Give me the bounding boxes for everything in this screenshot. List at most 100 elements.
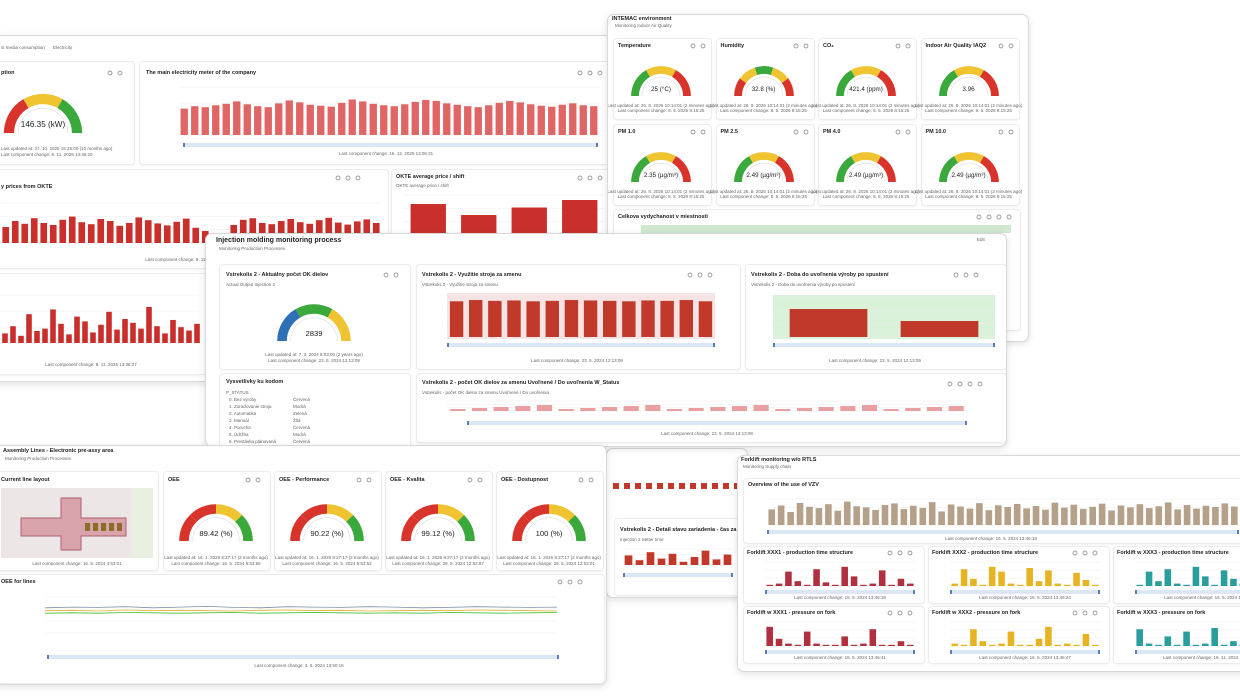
bar [998,571,1005,586]
gauge-band [938,70,958,97]
bar [443,103,451,135]
chart [950,561,1100,587]
bar [976,503,983,525]
slider-handle [623,573,625,577]
bar [1023,508,1030,525]
card-icons [335,175,361,181]
bar [186,330,192,343]
card-icons [887,550,913,556]
card-title: Temperature [618,43,651,49]
bar [1220,570,1228,586]
card-icons [887,610,913,616]
gauge-inner [744,76,783,97]
label: Modrá [293,404,306,409]
bar [881,504,889,525]
icon [998,43,1003,49]
bar [1026,644,1033,646]
gauge [631,152,691,183]
bar [106,311,112,343]
bar [1098,503,1106,525]
bar [794,581,802,586]
label: Modrá [293,432,306,437]
icon [707,272,713,278]
bar [657,558,666,565]
bar [182,218,190,243]
bar [1202,643,1209,646]
bar [891,503,898,525]
label: Last component change: 8. 5. 2026 8:15:2… [925,108,1012,113]
slider-handle [913,590,915,594]
label: Forklift monitoring w/o RTLS [741,457,817,463]
label: Last component change: 23. 5. 2024 12:13… [531,358,623,363]
bar [603,300,617,337]
gauge [938,152,999,183]
bar [1054,644,1062,646]
icon [947,381,953,387]
card-icons [690,43,706,49]
bar [775,409,791,411]
gauge-inner [17,107,69,134]
bar [296,222,304,243]
bar [624,555,633,565]
gauge-band [851,152,881,163]
strip [613,483,619,489]
bar [1173,583,1181,586]
gauge-band [189,504,217,522]
bar [526,301,540,337]
bar [850,644,858,646]
strip [635,483,641,489]
bar [58,323,64,343]
bar [1092,584,1099,586]
card-title: CO₂ [823,43,834,49]
icon [578,477,584,483]
bar [688,408,704,411]
bar [327,106,335,135]
slider-track [467,421,967,425]
bar [679,561,688,565]
card-icons [1072,610,1098,616]
gauge-band [646,152,676,163]
icon [117,70,123,76]
bar [1045,626,1052,646]
bar [390,106,398,135]
card-title: PM 1.0 [618,129,636,135]
bar [1070,504,1078,525]
gauge-band [979,156,999,183]
gauge-band [23,93,63,109]
bar [690,557,699,565]
strip [690,483,696,489]
bar [862,507,870,525]
bar [2,333,8,343]
bar [471,408,488,411]
gauge-band [548,504,576,522]
gauge-band [346,514,364,542]
station [93,523,98,531]
slider-handle [713,343,715,347]
gauge-value: 3.96 [962,85,975,93]
bar [1155,581,1162,586]
bar [843,501,851,525]
bar [564,300,579,337]
bar [1079,508,1087,525]
gauge-inner [192,517,240,542]
label: Last component change: 16. 5. 2024 13:46… [794,655,886,660]
chart [773,295,995,339]
bar [803,584,811,586]
bar [1212,507,1219,525]
label: Last component change: 16. 5. 2024 8:53:… [171,561,261,566]
bar [1045,570,1052,586]
bar [787,512,794,525]
gauge-inner [525,517,573,542]
bar [1017,644,1024,646]
strip [657,483,663,489]
label: Last component change: 16. 5. 2024 13:46… [979,655,1071,660]
icon [567,579,573,585]
bar [1211,584,1218,586]
bar [957,506,964,525]
gauge-card [920,38,1020,120]
bar [239,219,247,243]
bar [122,319,128,343]
bar [449,301,464,337]
bar [960,644,968,646]
